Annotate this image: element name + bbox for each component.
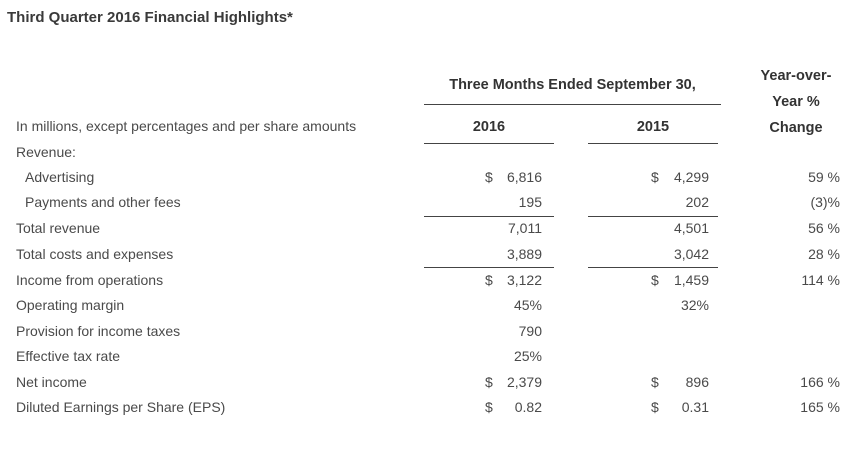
yoy-change: 56 % xyxy=(808,220,840,236)
value-2016: 195 xyxy=(518,194,542,210)
yoy-change: 166 % xyxy=(800,374,840,390)
currency-2015: $ xyxy=(651,399,659,415)
yoy-header-line1: Year-over- xyxy=(760,68,832,84)
value-2016: 790 xyxy=(518,323,542,339)
currency-2016: $ xyxy=(485,399,493,415)
row-label: Payments and other fees xyxy=(25,194,181,210)
row-label: Total revenue xyxy=(16,220,101,236)
yoy-change: (3)% xyxy=(810,194,840,210)
yoy-change-header: Year-over- Year % Change xyxy=(745,63,847,141)
column-header-2016: 2016 xyxy=(472,119,506,135)
yoy-change: 165 % xyxy=(800,399,840,415)
table-row: Total costs and expenses 3,889 3,042 28 … xyxy=(0,242,850,267)
table-row: Provision for income taxes 790 xyxy=(0,319,850,344)
row-label: Effective tax rate xyxy=(16,348,121,364)
value-2015: 1,459 xyxy=(673,272,709,288)
subtotal-rule-2016 xyxy=(424,216,554,217)
yoy-change: 114 % xyxy=(801,272,840,288)
currency-2015: $ xyxy=(651,374,659,390)
value-2016: 7,011 xyxy=(508,220,542,236)
yoy-header-line2: Year % xyxy=(772,94,820,110)
row-label: Revenue: xyxy=(16,144,76,160)
value-2015: 202 xyxy=(685,194,709,210)
operating-rule-2015 xyxy=(588,267,718,268)
table-row: Total revenue 7,011 4,501 56 % xyxy=(0,216,850,241)
value-2016: 2,379 xyxy=(506,374,542,390)
currency-2015: $ xyxy=(651,169,659,185)
period-header: Three Months Ended September 30, xyxy=(449,77,696,93)
value-2015: 3,042 xyxy=(673,246,709,262)
value-2015: 32% xyxy=(680,297,709,313)
value-2016: 25% xyxy=(513,348,542,364)
table-row: Revenue: xyxy=(0,140,850,165)
page-title: Third Quarter 2016 Financial Highlights* xyxy=(7,9,293,26)
period-header-underline xyxy=(424,104,721,105)
table-row: Net income $ 2,379 $ 896 166 % xyxy=(0,370,850,395)
table-row: Advertising $ 6,816 $ 4,299 59 % xyxy=(0,165,850,190)
value-2015: 0.31 xyxy=(681,399,709,415)
row-label: Operating margin xyxy=(16,297,125,313)
operating-rule-2016 xyxy=(424,267,554,268)
value-2016: 45% xyxy=(513,297,542,313)
currency-2016: $ xyxy=(485,272,493,288)
value-2015: 4,501 xyxy=(673,220,709,236)
subtotal-rule-2015 xyxy=(588,216,718,217)
row-label: Total costs and expenses xyxy=(16,246,174,262)
value-2016: 0.82 xyxy=(514,399,542,415)
value-2016: 6,816 xyxy=(506,169,542,185)
column-2015-header-underline xyxy=(588,143,718,144)
table-row: Operating margin 45% 32% xyxy=(0,293,850,318)
units-label: In millions, except percentages and per … xyxy=(16,118,357,134)
column-2016-header-underline xyxy=(424,143,554,144)
table-row: Income from operations $ 3,122 $ 1,459 1… xyxy=(0,268,850,293)
row-label: Diluted Earnings per Share (EPS) xyxy=(16,399,226,415)
row-label: Provision for income taxes xyxy=(16,323,181,339)
row-label: Net income xyxy=(16,374,87,390)
currency-2016: $ xyxy=(485,169,493,185)
table-row: Payments and other fees 195 202 (3)% xyxy=(0,190,850,215)
table-row: Effective tax rate 25% xyxy=(0,344,850,369)
yoy-header-line3: Change xyxy=(769,120,823,136)
column-header-2015: 2015 xyxy=(636,119,670,135)
value-2016: 3,122 xyxy=(506,272,542,288)
currency-2015: $ xyxy=(651,272,659,288)
row-label: Advertising xyxy=(25,169,95,185)
currency-2016: $ xyxy=(485,374,493,390)
value-2015: 896 xyxy=(685,374,709,390)
yoy-change: 28 % xyxy=(808,246,840,262)
table-row: Diluted Earnings per Share (EPS) $ 0.82 … xyxy=(0,395,850,420)
value-2015: 4,299 xyxy=(673,169,709,185)
row-label: Income from operations xyxy=(16,272,164,288)
yoy-change: 59 % xyxy=(808,169,840,185)
value-2016: 3,889 xyxy=(506,246,542,262)
